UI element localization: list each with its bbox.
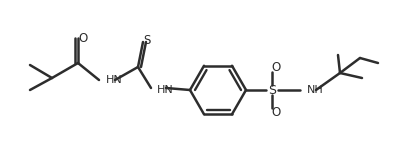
Text: S: S	[143, 33, 151, 47]
Text: NH: NH	[307, 85, 324, 95]
Text: O: O	[271, 60, 280, 73]
Text: O: O	[271, 107, 280, 120]
Text: HN: HN	[157, 85, 174, 95]
Text: HN: HN	[106, 75, 123, 85]
Text: O: O	[79, 32, 88, 44]
Text: S: S	[268, 84, 276, 96]
